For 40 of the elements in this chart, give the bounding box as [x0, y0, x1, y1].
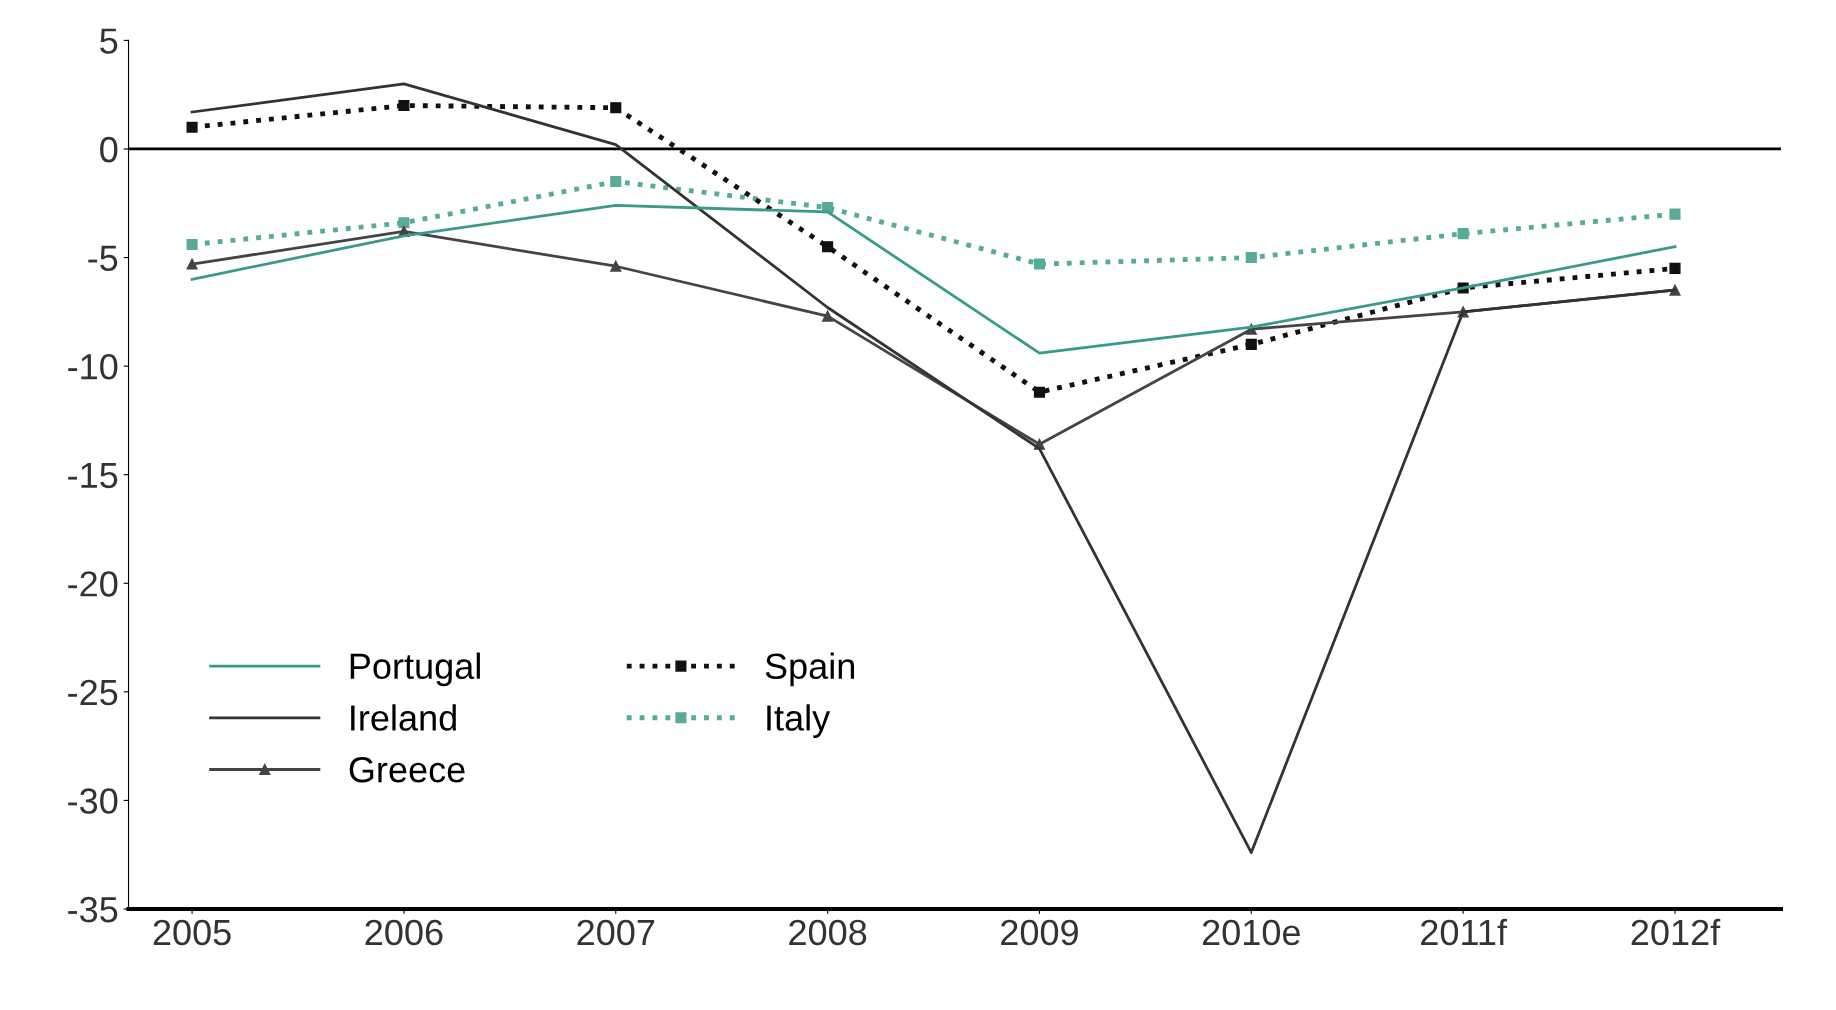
- y-tick-label: 0: [100, 136, 118, 163]
- legend-label: Greece: [349, 756, 465, 783]
- point: [822, 310, 834, 322]
- point: [610, 260, 622, 272]
- x-tick-label: 2008: [789, 919, 867, 946]
- point: [822, 241, 834, 253]
- line-series: [190, 204, 1677, 355]
- y-tick-label: -35: [68, 896, 118, 923]
- legend-label: Ireland: [351, 704, 456, 731]
- x-tick-label: 2011f: [1421, 918, 1508, 946]
- x-tick-label: 2009: [1001, 919, 1078, 946]
- x-tick-label: 2012f: [1631, 918, 1721, 946]
- y-tick-label: -10: [68, 353, 118, 380]
- legend-label: Italy: [767, 704, 831, 738]
- legend-label: Portugal: [350, 652, 480, 687]
- y-tick-label: 5: [100, 28, 118, 54]
- point: [1669, 262, 1681, 274]
- point: [610, 102, 622, 114]
- point: [398, 217, 410, 229]
- y-tick-label: -25: [68, 679, 118, 706]
- x-tick-label: 2006: [365, 919, 443, 946]
- x-tick-label: 2005: [153, 919, 231, 946]
- point: [186, 121, 198, 133]
- point: [186, 238, 198, 251]
- y-tick-label: -30: [68, 788, 118, 814]
- point: [610, 175, 622, 188]
- point: [1245, 251, 1257, 264]
- x-tick-label: 2007: [577, 919, 655, 946]
- point: [1033, 258, 1046, 270]
- point: [1669, 208, 1681, 220]
- y-tick-label: -5: [88, 245, 118, 271]
- point: [1457, 228, 1469, 240]
- x-tick-label: 2010e: [1202, 919, 1300, 946]
- legend-label: Spain: [765, 652, 854, 687]
- point: [1245, 338, 1257, 350]
- point: [398, 99, 410, 112]
- point: [186, 258, 198, 270]
- point: [1033, 386, 1046, 398]
- y-tick-label: -20: [68, 571, 118, 597]
- y-tick-label: -15: [68, 462, 118, 489]
